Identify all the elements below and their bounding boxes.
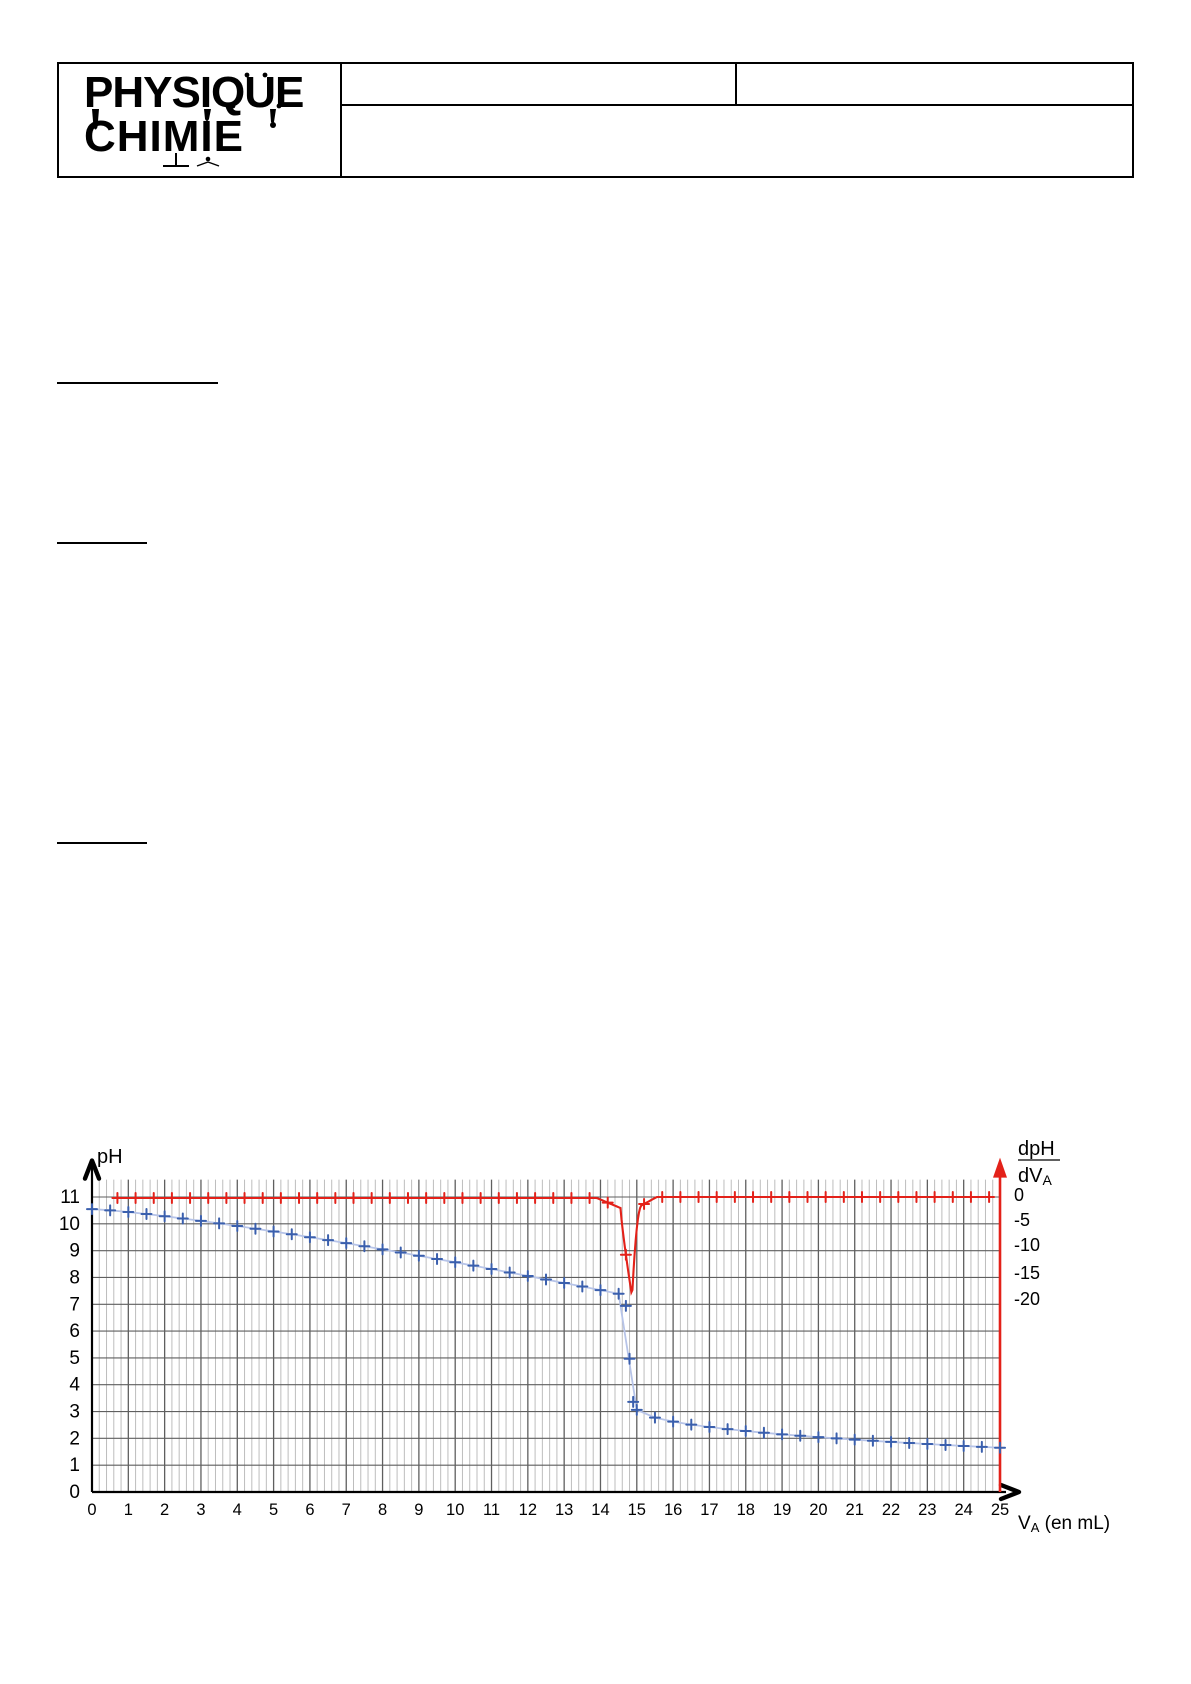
svg-text:7: 7 [342,1501,351,1519]
svg-text:1: 1 [124,1501,133,1519]
svg-text:4: 4 [233,1501,242,1519]
svg-text:dVA: dVA [1018,1165,1052,1188]
svg-text:17: 17 [700,1501,718,1519]
svg-text:18: 18 [737,1501,755,1519]
svg-text:13: 13 [555,1501,573,1519]
svg-text:8: 8 [378,1501,387,1519]
svg-text:9: 9 [414,1501,423,1519]
svg-text:23: 23 [918,1501,936,1519]
svg-text:-15: -15 [1014,1263,1040,1283]
svg-text:dpH: dpH [1018,1138,1055,1160]
svg-text:12: 12 [519,1501,537,1519]
svg-text:PHYSIQUE: PHYSIQUE [84,68,303,117]
svg-text:5: 5 [69,1348,80,1369]
svg-text:6: 6 [69,1321,80,1342]
svg-text:10: 10 [446,1501,464,1519]
svg-text:1: 1 [69,1455,80,1476]
svg-text:4: 4 [69,1375,80,1396]
svg-text:2: 2 [160,1501,169,1519]
svg-text:14: 14 [591,1501,609,1519]
svg-text:11: 11 [483,1501,500,1519]
svg-text:-20: -20 [1014,1289,1040,1309]
svg-text:-5: -5 [1014,1210,1030,1230]
svg-text:2: 2 [69,1428,80,1449]
svg-text:0: 0 [87,1501,96,1519]
svg-text:7: 7 [69,1294,80,1315]
svg-text:3: 3 [196,1501,205,1519]
svg-text:9: 9 [69,1241,80,1262]
svg-text:0: 0 [1014,1185,1024,1205]
svg-text:20: 20 [809,1501,827,1519]
svg-text:21: 21 [846,1501,864,1519]
svg-text:15: 15 [628,1501,646,1519]
svg-text:22: 22 [882,1501,900,1519]
svg-text:10: 10 [59,1214,80,1235]
svg-text:VA (en mL): VA (en mL) [1018,1513,1110,1535]
svg-text:5: 5 [269,1501,278,1519]
svg-text:19: 19 [773,1501,791,1519]
svg-text:24: 24 [955,1501,973,1519]
svg-text:8: 8 [69,1267,80,1288]
svg-text:0: 0 [69,1482,80,1503]
svg-text:pH: pH [97,1146,123,1168]
svg-text:-10: -10 [1014,1235,1040,1255]
svg-text:3: 3 [69,1402,80,1423]
svg-text:6: 6 [305,1501,314,1519]
svg-text:11: 11 [60,1187,80,1208]
svg-text:CHIMIE: CHIMIE [84,112,244,161]
svg-text:16: 16 [664,1501,682,1519]
svg-text:25: 25 [991,1501,1009,1519]
